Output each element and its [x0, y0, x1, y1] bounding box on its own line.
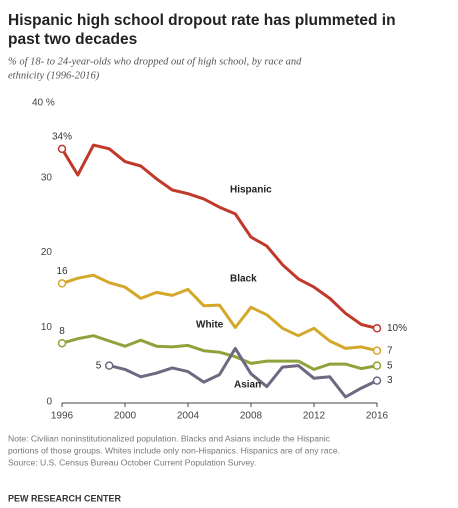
chart-subtitle: ethnicity (1996-2016)	[8, 70, 100, 81]
series-line	[108, 346, 378, 399]
chart-title: Hispanic high school dropout rate has pl…	[8, 12, 396, 29]
chart-subtitle: % of 18- to 24-year-olds who dropped out…	[8, 56, 302, 67]
x-tick-label: 2004	[177, 411, 200, 422]
y-tick-label: 0	[46, 397, 52, 408]
value-label: 10%	[387, 323, 407, 334]
x-tick-label: 2008	[240, 411, 263, 422]
series-label: Hispanic	[230, 185, 272, 196]
end-marker	[57, 338, 67, 348]
value-label: 3	[387, 375, 393, 386]
x-tick-label: 2000	[114, 411, 137, 422]
y-tick-label: 40 %	[32, 98, 55, 109]
series-label: Black	[230, 274, 257, 285]
chart-title: past two decades	[8, 31, 137, 48]
y-tick-label: 20	[41, 247, 53, 258]
note: Source: U.S. Census Bureau October Curre…	[8, 457, 256, 467]
value-label: 7	[387, 345, 393, 356]
end-marker	[105, 361, 114, 370]
value-label: 8	[59, 326, 65, 337]
y-tick-label: 10	[41, 322, 53, 333]
end-marker	[372, 346, 382, 355]
end-marker	[57, 279, 67, 288]
x-tick-label: 1996	[51, 411, 74, 422]
value-label: 16	[56, 266, 68, 277]
value-label: 5	[387, 360, 393, 371]
value-label: 34%	[52, 131, 72, 142]
end-marker	[57, 144, 67, 154]
x-tick-label: 2016	[366, 411, 389, 422]
series-label: Asian	[234, 380, 261, 391]
end-marker	[372, 324, 382, 333]
value-label: 5	[96, 360, 102, 371]
y-tick-label: 30	[41, 172, 53, 183]
series-line	[61, 273, 378, 353]
end-marker	[372, 361, 382, 370]
series-line	[60, 143, 378, 330]
note: Note: Civilian noninstitutionalized popu…	[8, 433, 331, 443]
brand: PEW RESEARCH CENTER	[8, 493, 122, 503]
series-line	[61, 334, 378, 371]
end-marker	[372, 376, 382, 385]
note: portions of those groups. Whites include…	[8, 445, 340, 455]
x-tick-label: 2012	[303, 411, 326, 422]
series-label: White	[196, 320, 224, 331]
